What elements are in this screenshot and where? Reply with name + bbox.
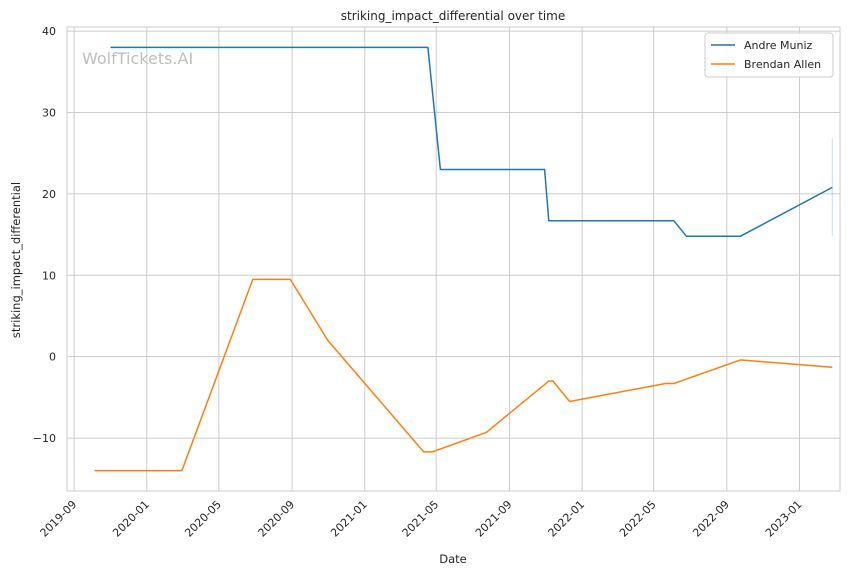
x-tick-label: 2022-05 xyxy=(617,498,659,540)
legend-label-andre-muniz: Andre Muniz xyxy=(744,39,813,52)
x-tick-label: 2021-01 xyxy=(328,498,370,540)
series-lines xyxy=(94,46,833,472)
y-tick-label: 0 xyxy=(49,351,56,364)
grid xyxy=(67,27,840,491)
legend-box xyxy=(704,32,834,78)
y-tick-label: 30 xyxy=(42,106,56,119)
x-tick-label: 2022-01 xyxy=(546,498,588,540)
x-axis-title: Date xyxy=(439,552,467,566)
x-tick-label: 2020-09 xyxy=(256,498,298,540)
legend: Andre Muniz Brendan Allen xyxy=(704,32,834,78)
y-tick-label: 40 xyxy=(42,25,56,38)
x-tick-label: 2020-01 xyxy=(110,498,152,540)
y-tick-label: 20 xyxy=(42,188,56,201)
x-tick-label: 2020-05 xyxy=(182,498,224,540)
x-tick-label: 2021-09 xyxy=(473,498,515,540)
series-line-brendan-allen xyxy=(94,278,833,472)
x-tick-label: 2021-05 xyxy=(400,498,442,540)
x-tick-label: 2022-09 xyxy=(690,498,732,540)
y-tick-label: 10 xyxy=(42,269,56,282)
plot-frame xyxy=(66,26,841,492)
y-axis-ticks: −10 0 10 20 30 40 xyxy=(33,25,56,445)
series-line-andre-muniz xyxy=(110,46,833,237)
x-tick-label: 2019-09 xyxy=(38,498,80,540)
y-axis-title: striking_impact_differential xyxy=(9,182,23,338)
x-tick-label: 2023-01 xyxy=(763,498,805,540)
x-axis-ticks: 2019-09 2020-01 2020-05 2020-09 2021-01 2021-… xyxy=(38,498,805,540)
y-tick-label: −10 xyxy=(33,432,56,445)
legend-label-brendan-allen: Brendan Allen xyxy=(744,58,821,71)
chart-title: striking_impact_differential over time xyxy=(341,9,566,23)
watermark: WolfTickets.AI xyxy=(82,49,193,68)
